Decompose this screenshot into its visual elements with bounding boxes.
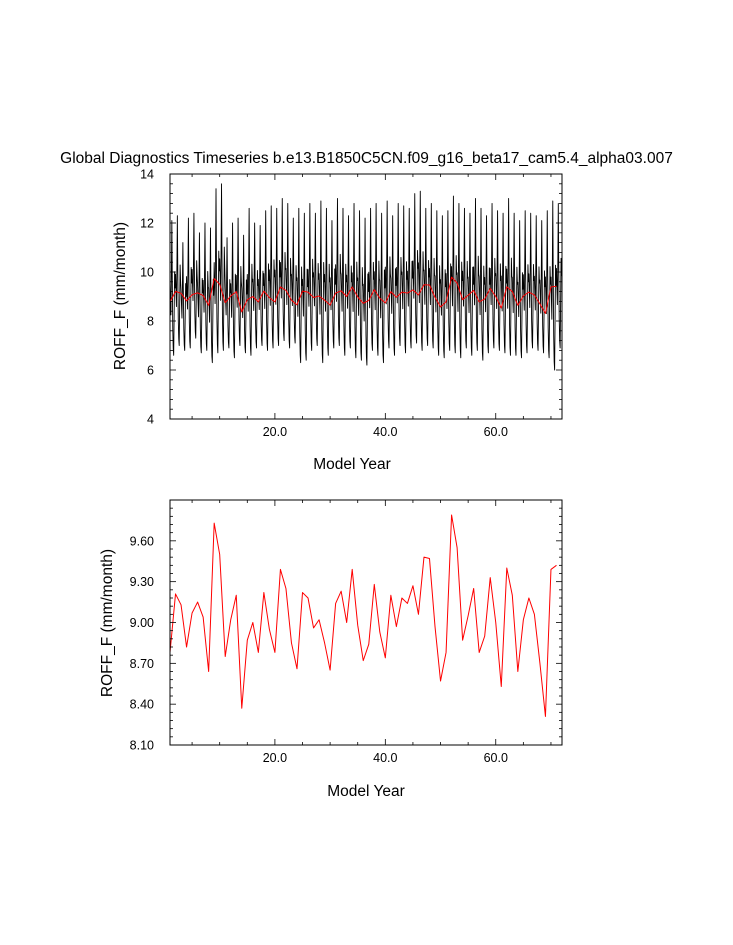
y-tick-label: 4 [147,413,154,427]
x-tick-label: 40.0 [373,751,397,765]
x-tick-label: 40.0 [373,425,397,439]
y-tick-label: 6 [147,364,154,378]
y-tick-label: 8.40 [130,698,154,712]
y-tick-label: 10 [140,266,154,280]
annual-mean-series-line [170,514,557,717]
x-tick-label: 60.0 [484,425,508,439]
y-tick-label: 8 [147,315,154,329]
series-group [170,514,557,717]
annual-mean-panel: Model Year ROFF_F (mm/month) 20.0 40.0 60.… [99,499,563,800]
x-tick-label: 60.0 [484,751,508,765]
plot-frame [169,173,563,420]
y-tick-label: 9.60 [130,534,154,548]
y-axis-label: ROFF_F (mm/month) [112,222,129,370]
x-axis-label: Model Year [313,456,391,473]
y-tick-label: 9.00 [130,616,154,630]
y-tick-label: 12 [140,217,154,231]
monthly-and-annual-panel: Model Year ROFF_F (mm/month) 20.0 40.0 60.… [112,168,563,473]
figure-title: Global Diagnostics Timeseries b.e13.B185… [60,150,673,167]
axis-ticks [170,500,562,746]
x-tick-label: 20.0 [263,751,287,765]
x-axis-label: Model Year [327,783,405,800]
x-tick-label: 20.0 [263,425,287,439]
y-tick-label: 14 [140,168,154,182]
y-tick-label: 9.30 [130,575,154,589]
annual-mean-series-line [170,276,557,314]
y-axis-label: ROFF_F (mm/month) [99,549,116,697]
y-tick-label: 8.10 [130,739,154,753]
monthly-series-line [170,183,562,371]
axis-ticks [170,173,562,420]
y-tick-label: 8.70 [130,657,154,671]
series-group [170,183,562,371]
